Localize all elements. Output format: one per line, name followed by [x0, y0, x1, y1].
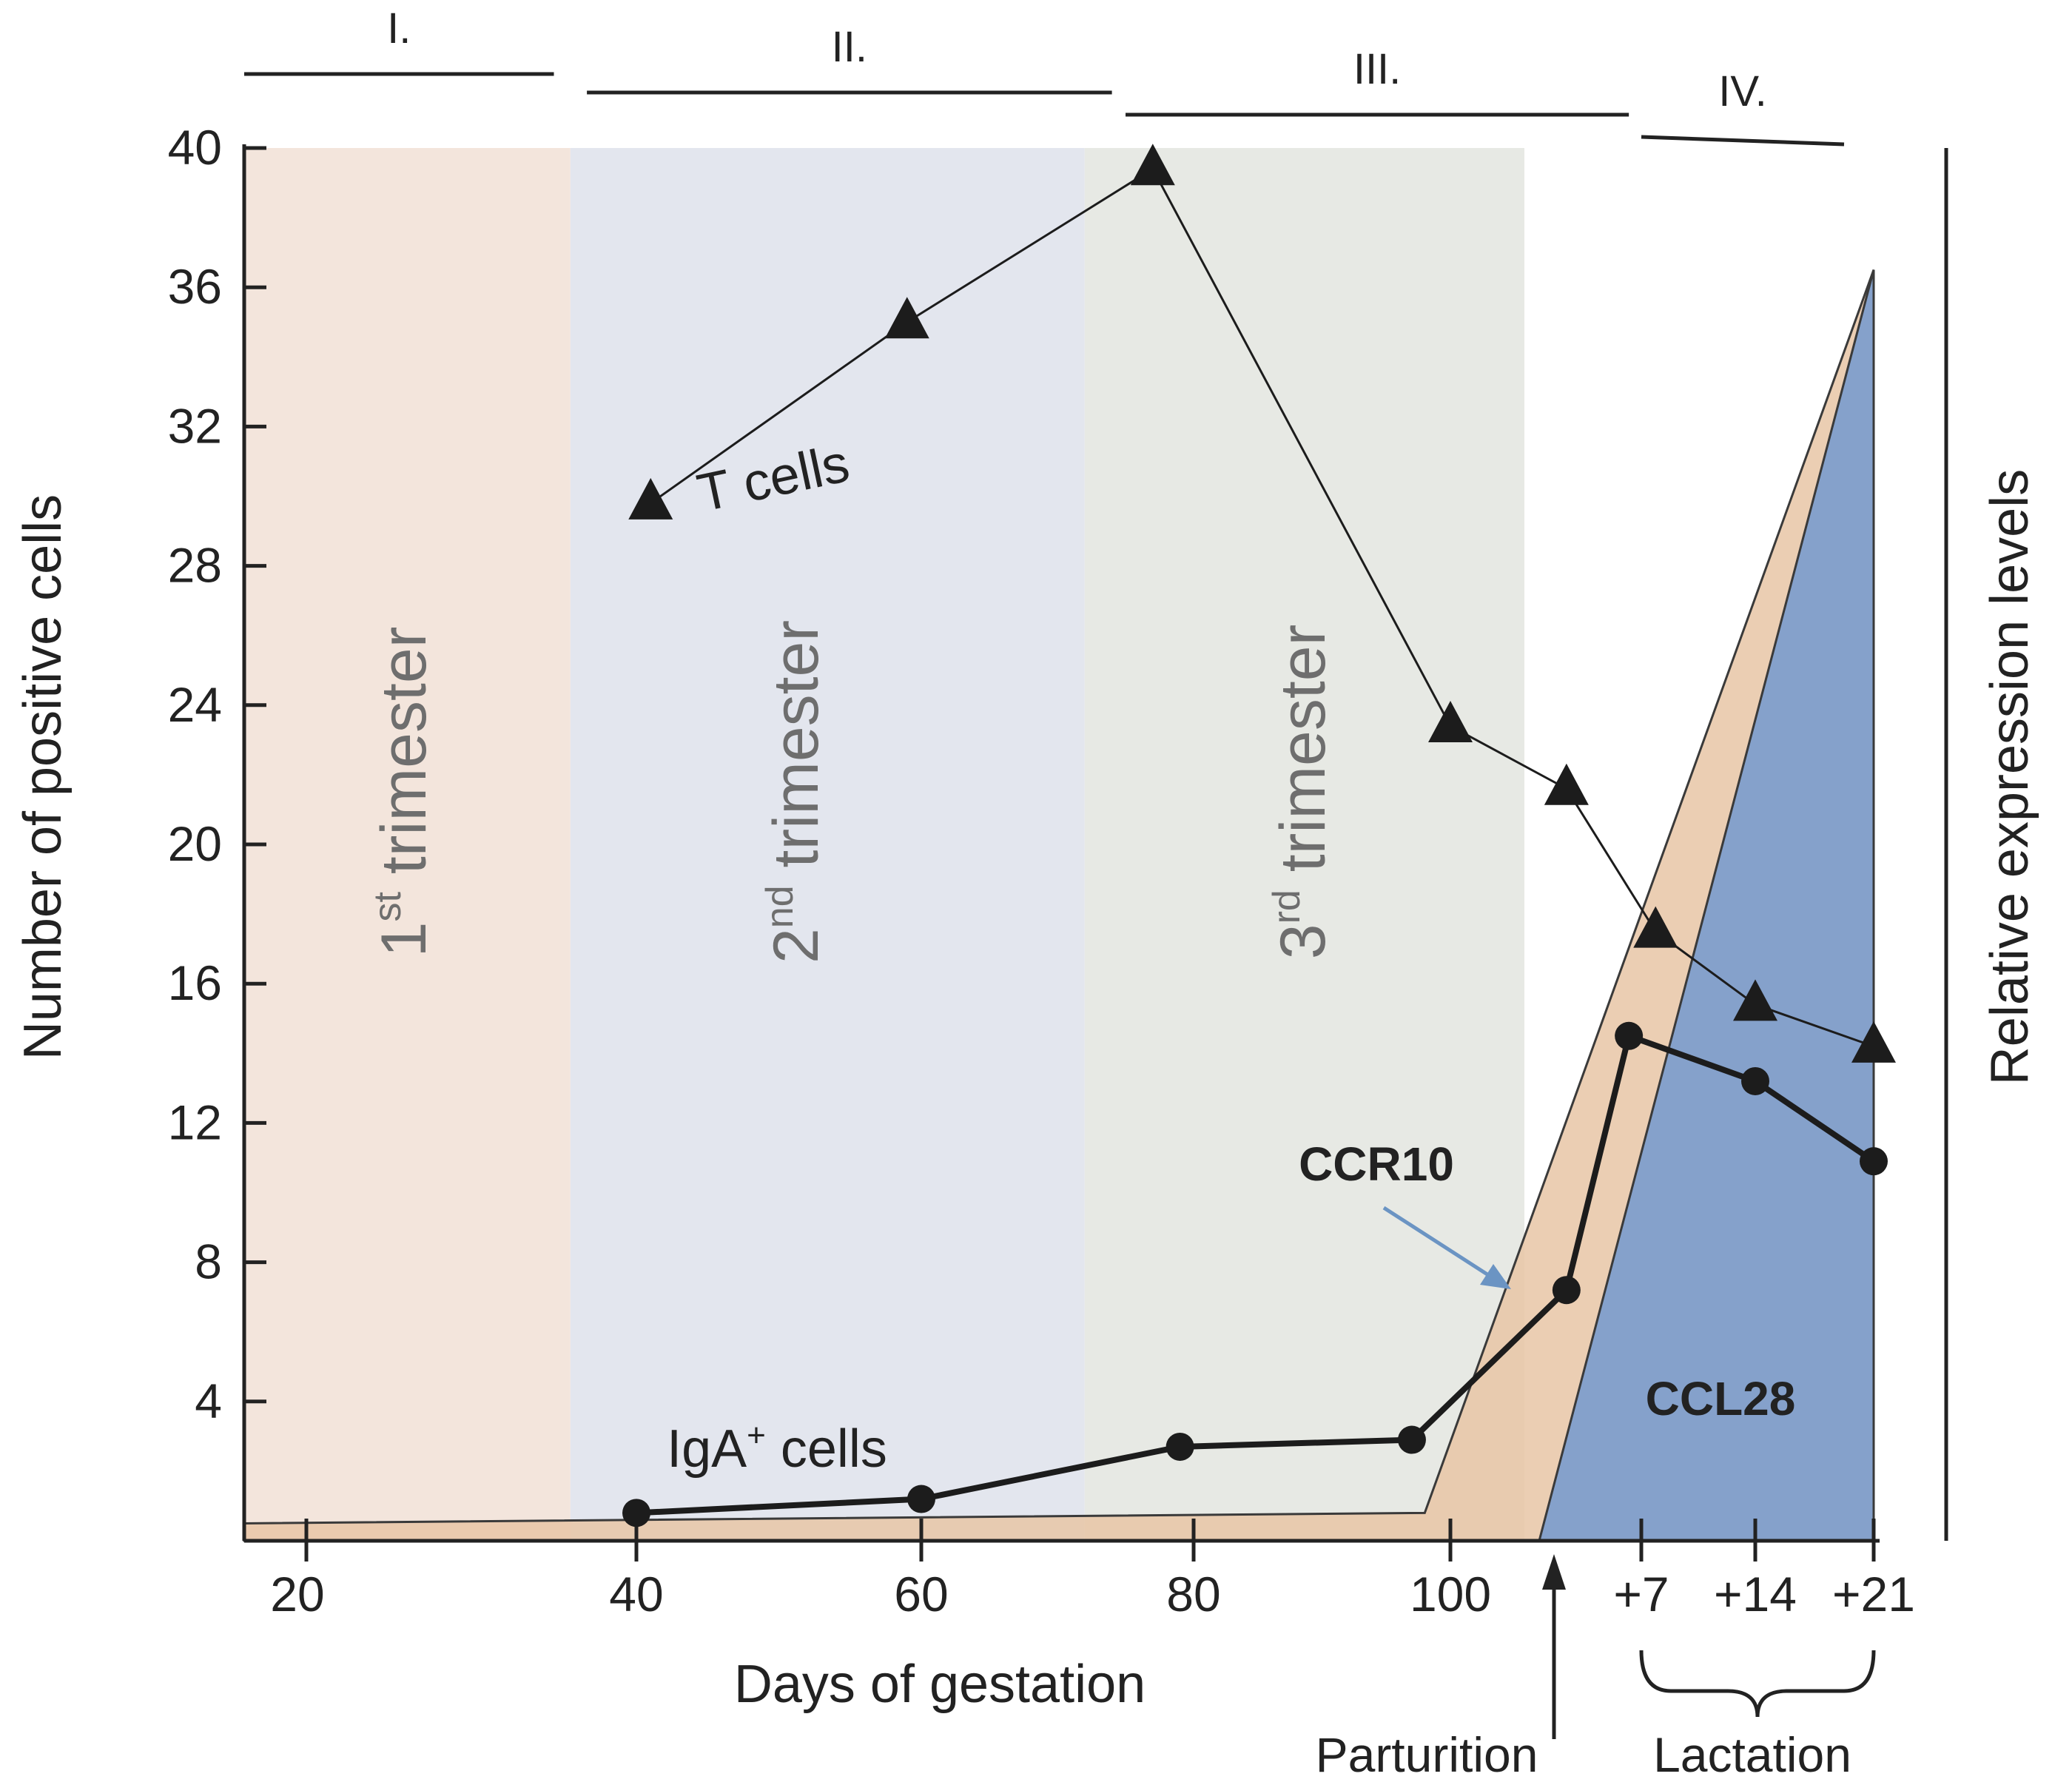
- y-tick-label-40: 40: [168, 120, 222, 175]
- t-cells-point-7: [1851, 1021, 1896, 1063]
- iga-label-main: IgA: [667, 1419, 747, 1479]
- t-cells-point-5: [1633, 906, 1678, 948]
- iga-cells-point-5: [1615, 1021, 1644, 1050]
- period-bar-4: [1641, 135, 1845, 147]
- series-line-t-cells: [650, 167, 1874, 1048]
- x-tick-label-2: 60: [894, 1567, 948, 1621]
- t-cells-point-2: [1130, 144, 1175, 186]
- trimester-band-3: [1084, 148, 1524, 1541]
- y-tick-label-8: 8: [195, 1234, 222, 1289]
- y-tick-label-36: 36: [168, 259, 222, 314]
- trimester-label-1: 1st trimester: [366, 627, 440, 958]
- x-tick-label-1: 40: [609, 1567, 663, 1621]
- period-label-3: III.: [1353, 45, 1401, 93]
- trimester-num: 3: [1268, 924, 1339, 959]
- x-axis-title: Days of gestation: [734, 1655, 1146, 1714]
- trimester-word: trimester: [1268, 625, 1339, 890]
- y-tick-label-20: 20: [168, 816, 222, 871]
- x-tick-label-3: 80: [1166, 1567, 1220, 1621]
- trimester-word: trimester: [761, 620, 832, 885]
- iga-cells-label: IgA+ cells: [667, 1417, 887, 1479]
- y-tick-label-28: 28: [168, 538, 222, 593]
- trimester-num: 2: [761, 928, 832, 964]
- t-cells-point-0: [628, 477, 673, 520]
- x-tick-label-4: 100: [1410, 1567, 1491, 1621]
- iga-cells-point-6: [1741, 1066, 1769, 1095]
- y-tick-label-32: 32: [168, 398, 222, 453]
- t-cells-point-4: [1544, 763, 1589, 805]
- trimester-suffix: st: [366, 891, 409, 921]
- period-label-4: IV.: [1718, 67, 1767, 115]
- iga-cells-point-0: [622, 1499, 650, 1527]
- t-cells-point-3: [1428, 701, 1473, 743]
- y-axis-title: Number of positive cells: [13, 494, 73, 1060]
- parturition-label: Parturition: [1316, 1727, 1538, 1782]
- iga-cells-point-3: [1397, 1425, 1426, 1454]
- x-tick-label-0: 20: [270, 1567, 324, 1621]
- trimester-band-1: [244, 148, 571, 1541]
- iga-label-rest: cells: [766, 1419, 887, 1479]
- trimester-band-2: [570, 148, 1085, 1541]
- x-tick-label-7: +21: [1832, 1567, 1915, 1621]
- iga-cells-point-2: [1166, 1432, 1194, 1461]
- ccr10-label: CCR10: [1299, 1137, 1454, 1191]
- t-cells-point-6: [1733, 979, 1777, 1021]
- y-tick-label-4: 4: [195, 1374, 222, 1428]
- annotation-marks: [1382, 148, 1948, 1541]
- lactation-brace: [1639, 1650, 1876, 1718]
- trimester-num: 1: [369, 921, 440, 957]
- y2-axis-title: Relative expression levels: [1980, 469, 2039, 1085]
- period-label-1: I.: [387, 4, 411, 53]
- trimester-suffix: rd: [1265, 890, 1308, 924]
- ccl28-label: CCL28: [1646, 1372, 1796, 1425]
- y-tick-label-12: 12: [168, 1095, 222, 1149]
- y-tick-label-16: 16: [168, 955, 222, 1010]
- parturition-arrowhead: [1542, 1554, 1566, 1590]
- trimester-suffix: nd: [758, 885, 801, 928]
- iga-cells-point-7: [1860, 1147, 1888, 1176]
- series-line-iga-cells: [636, 1032, 1876, 1516]
- ccr10-arrow-line: [1382, 1206, 1504, 1286]
- iga-cells-point-4: [1552, 1276, 1581, 1305]
- series: [622, 144, 1896, 1527]
- lactation-label: Lactation: [1653, 1727, 1851, 1782]
- y-tick-label-24: 24: [168, 677, 222, 732]
- period-label-2: II.: [832, 23, 867, 71]
- x-tick-label-6: +14: [1714, 1567, 1797, 1621]
- trimester-label-3: 3rd trimester: [1265, 625, 1339, 959]
- trimester-word: trimester: [369, 627, 440, 892]
- trimester-label-2: 2nd trimester: [758, 620, 832, 964]
- area-ccl28: [1538, 269, 1875, 1542]
- iga-label-sup: +: [747, 1417, 766, 1453]
- ccr10-arrowhead: [1480, 1264, 1511, 1289]
- t-cells-point-1: [884, 297, 929, 339]
- x-tick-label-5: +7: [1613, 1567, 1669, 1621]
- iga-cells-point-1: [907, 1485, 935, 1513]
